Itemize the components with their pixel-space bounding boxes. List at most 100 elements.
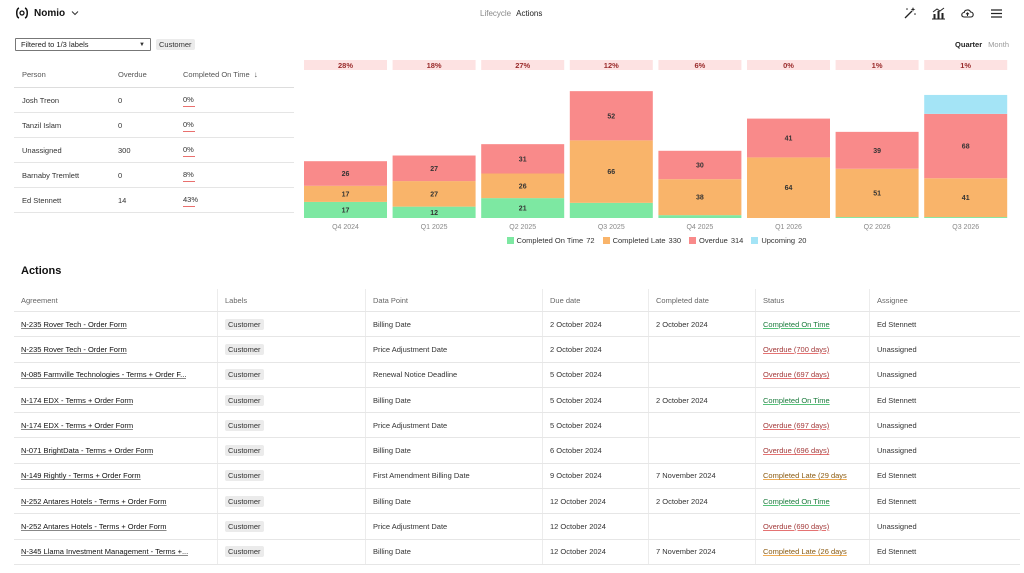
status-badge[interactable]: Overdue (697 days) xyxy=(763,420,830,430)
people-row[interactable]: Tanzil Islam 0 0% xyxy=(14,113,294,138)
col-due-date[interactable]: Due date xyxy=(542,289,648,311)
status-badge[interactable]: Completed On Time xyxy=(763,319,830,329)
bar-segment[interactable] xyxy=(392,181,476,207)
bar-segment[interactable] xyxy=(747,118,830,158)
bar-segment[interactable] xyxy=(481,144,565,174)
status-badge[interactable]: Overdue (700 days) xyxy=(763,344,830,354)
label-chip[interactable]: Customer xyxy=(225,369,264,381)
bar-segment[interactable] xyxy=(304,185,387,202)
label-chip[interactable]: Customer xyxy=(225,394,264,406)
action-row[interactable]: N-174 EDX - Terms + Order Form Customer Pr… xyxy=(14,413,1020,439)
bar-segment[interactable] xyxy=(392,155,476,182)
action-row[interactable]: N-071 BrightData - Terms + Order Form Cus… xyxy=(14,438,1020,464)
people-row[interactable]: Unassigned 300 0% xyxy=(14,138,294,163)
caret-down-icon: ▼ xyxy=(139,41,145,48)
agreement-link[interactable]: N-085 Farmville Technologies - Terms + O… xyxy=(21,370,187,380)
bar-chart-icon[interactable] xyxy=(931,6,946,21)
legend-item[interactable]: Upcoming 20 xyxy=(751,236,806,245)
action-row[interactable]: N-174 EDX - Terms + Order Form Customer Bi… xyxy=(14,387,1020,414)
people-row[interactable]: Barnaby Tremlett 0 8% xyxy=(14,163,294,188)
app-switcher[interactable]: Nomio xyxy=(15,7,80,19)
col-overdue[interactable]: Overdue xyxy=(118,70,147,79)
col-assignee[interactable]: Assignee xyxy=(869,289,1020,311)
bar-segment[interactable] xyxy=(658,179,742,216)
status-badge[interactable]: Completed On Time xyxy=(763,395,830,405)
bar-segment[interactable] xyxy=(658,215,742,218)
label-chip[interactable]: Customer xyxy=(225,445,264,457)
bar-segment[interactable] xyxy=(924,94,1008,114)
bar-segment[interactable] xyxy=(304,201,387,218)
status-badge[interactable]: Overdue (696 days) xyxy=(763,446,830,456)
agreement-link[interactable]: N-174 EDX - Terms + Order Form xyxy=(21,395,134,405)
legend-item[interactable]: Completed Late 330 xyxy=(602,236,681,245)
magic-wand-icon[interactable] xyxy=(902,6,917,21)
menu-icon[interactable] xyxy=(989,6,1004,21)
label-filter-select[interactable]: Filtered to 1/3 labels ▼ xyxy=(15,38,151,51)
agreement-link[interactable]: N-174 EDX - Terms + Order Form xyxy=(21,420,134,430)
bar-segment[interactable] xyxy=(569,91,653,141)
status-badge[interactable]: Overdue (690 days) xyxy=(763,522,830,532)
status-badge[interactable]: Completed On Time xyxy=(763,496,830,506)
toggle-month[interactable]: Month xyxy=(988,40,1009,49)
people-row[interactable]: Ed Stennett 14 43% xyxy=(14,188,294,213)
tab-actions[interactable]: Actions xyxy=(516,9,543,18)
bar-segment[interactable] xyxy=(835,217,919,218)
bar-segment[interactable] xyxy=(835,168,919,218)
bar-segment[interactable] xyxy=(924,178,1008,218)
bar-segment[interactable] xyxy=(924,217,1008,218)
bar-segment[interactable] xyxy=(747,157,830,218)
action-row[interactable]: N-235 Rover Tech - Order Form Customer Pri… xyxy=(14,337,1020,363)
bar-segment[interactable] xyxy=(304,161,387,186)
col-status[interactable]: Status xyxy=(755,289,869,311)
bar-segment[interactable] xyxy=(835,131,919,169)
toggle-quarter[interactable]: Quarter xyxy=(955,40,983,49)
completed-date-cell xyxy=(648,337,755,362)
status-badge[interactable]: Completed Late (26 days xyxy=(763,547,847,557)
status-badge[interactable]: Completed Late (29 days xyxy=(763,471,847,481)
col-completed-date[interactable]: Completed date xyxy=(648,289,755,311)
agreement-link[interactable]: N-235 Rover Tech - Order Form xyxy=(21,344,127,354)
agreement-link[interactable]: N-149 Rightly - Terms + Order Form xyxy=(21,471,141,481)
label-chip[interactable]: Customer xyxy=(225,546,264,558)
action-row[interactable]: N-345 Llama Investment Management - Term… xyxy=(14,539,1020,565)
bar-segment[interactable] xyxy=(924,113,1008,179)
bar-segment[interactable] xyxy=(392,206,476,218)
agreement-link[interactable]: N-235 Rover Tech - Order Form xyxy=(21,319,127,329)
status-cell: Overdue (697 days) xyxy=(755,362,869,387)
action-row[interactable]: N-085 Farmville Technologies - Terms + O… xyxy=(14,362,1020,388)
due-date-cell: 9 October 2024 xyxy=(542,463,648,489)
action-row[interactable]: N-235 Rover Tech - Order Form Customer Bil… xyxy=(14,312,1020,338)
col-labels[interactable]: Labels xyxy=(217,289,365,311)
people-row[interactable]: Josh Treon 0 0% xyxy=(14,88,294,113)
bar-segment[interactable] xyxy=(569,140,653,203)
bar-segment[interactable] xyxy=(658,150,742,180)
filter-chip-customer[interactable]: Customer xyxy=(156,39,195,50)
col-person[interactable]: Person xyxy=(22,70,46,79)
legend-item[interactable]: Completed On Time 72 xyxy=(506,236,595,245)
legend-name: Completed On Time xyxy=(516,236,584,245)
tab-lifecycle[interactable]: Lifecycle xyxy=(480,9,512,18)
status-badge[interactable]: Overdue (697 days) xyxy=(763,370,830,380)
agreement-link[interactable]: N-345 Llama Investment Management - Term… xyxy=(21,547,189,557)
agreement-link[interactable]: N-252 Antares Hotels - Terms + Order For… xyxy=(21,496,167,506)
completed-date-cell: 7 November 2024 xyxy=(648,463,755,489)
legend-item[interactable]: Overdue 314 xyxy=(689,236,743,245)
bar-segment[interactable] xyxy=(569,202,653,218)
label-chip[interactable]: Customer xyxy=(225,470,264,482)
label-chip[interactable]: Customer xyxy=(225,495,264,507)
label-chip[interactable]: Customer xyxy=(225,521,264,533)
col-agreement[interactable]: Agreement xyxy=(21,295,58,305)
label-chip[interactable]: Customer xyxy=(225,419,264,431)
action-row[interactable]: N-252 Antares Hotels - Terms + Order For… xyxy=(14,489,1020,515)
agreement-link[interactable]: N-252 Antares Hotels - Terms + Order For… xyxy=(21,522,167,532)
bar-segment[interactable] xyxy=(481,173,565,199)
cloud-upload-icon[interactable] xyxy=(960,6,975,21)
col-data-point[interactable]: Data Point xyxy=(365,289,542,311)
action-row[interactable]: N-149 Rightly - Terms + Order Form Custom… xyxy=(14,463,1020,490)
action-row[interactable]: N-252 Antares Hotels - Terms + Order For… xyxy=(14,514,1020,540)
agreement-link[interactable]: N-071 BrightData - Terms + Order Form xyxy=(21,446,154,456)
bar-segment[interactable] xyxy=(481,198,565,218)
label-chip[interactable]: Customer xyxy=(225,343,264,355)
col-completed-on-time[interactable]: Completed On Time ↓ xyxy=(175,70,294,79)
label-chip[interactable]: Customer xyxy=(225,318,264,330)
